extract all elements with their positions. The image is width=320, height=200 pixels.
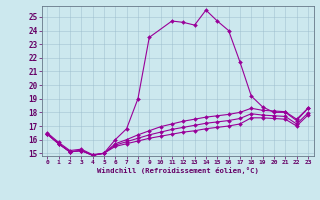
X-axis label: Windchill (Refroidissement éolien,°C): Windchill (Refroidissement éolien,°C) [97,167,259,174]
